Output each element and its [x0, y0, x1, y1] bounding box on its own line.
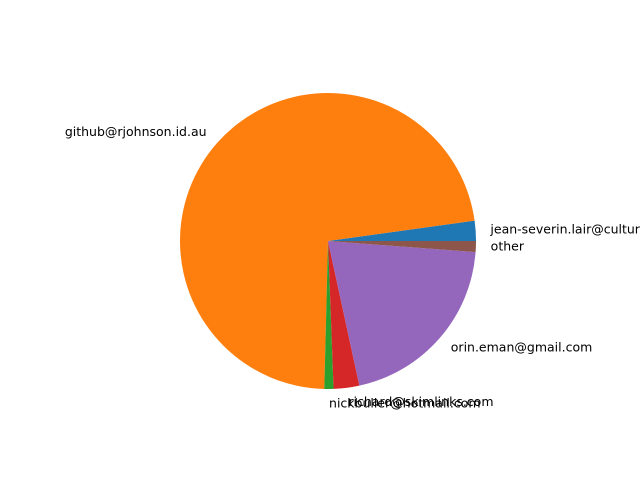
pie-slice-label-2: nickbuller@hotmail.com: [329, 395, 481, 410]
pie-slice-2: [324, 241, 334, 389]
pie-slice-label-5: other: [491, 239, 525, 254]
pie-slice-4: [328, 241, 476, 386]
pie-slice-label-0: jean-severin.lair@cultur: [489, 221, 640, 236]
pie-slice-label-3: richard@skimlinks.com: [348, 394, 493, 409]
pie-slice-5: [328, 241, 476, 253]
pie-slices: [180, 92, 476, 389]
pie-slice-0: [328, 220, 476, 241]
pie-slice-3: [328, 241, 360, 389]
pie-labels: jean-severin.lair@cultur github@rjohnson.…: [65, 124, 640, 410]
pie-slice-1: [180, 92, 475, 389]
pie-slice-label-4: orin.eman@gmail.com: [451, 339, 593, 354]
pie-slice-label-1: github@rjohnson.id.au: [65, 124, 207, 139]
